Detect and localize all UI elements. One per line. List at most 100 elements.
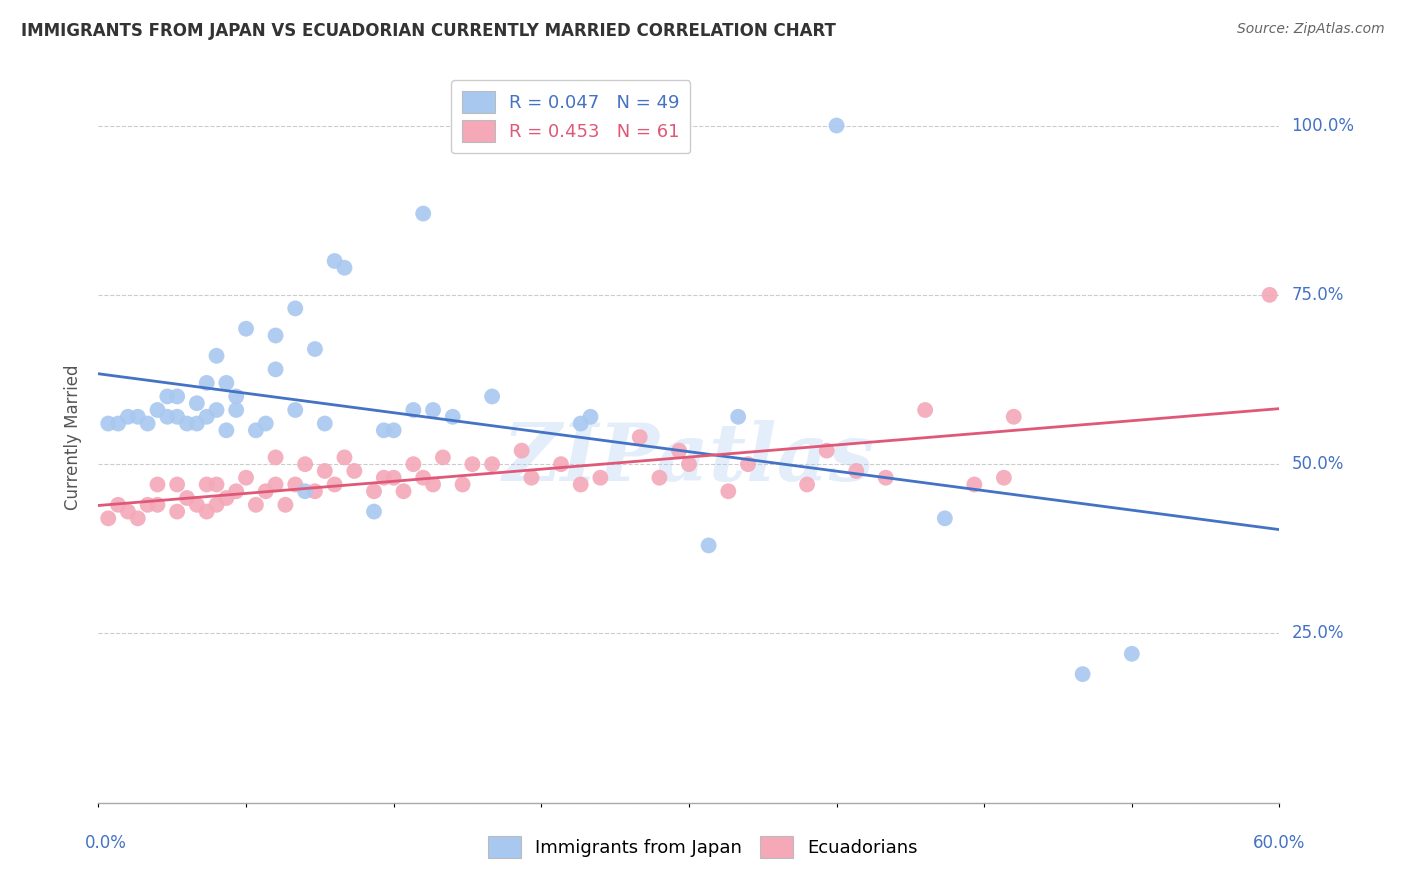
Point: [815, 443, 838, 458]
Point: [648, 471, 671, 485]
Text: 25.0%: 25.0%: [1291, 624, 1344, 642]
Point: [225, 484, 247, 499]
Point: [520, 471, 543, 485]
Point: [934, 511, 956, 525]
Point: [1002, 409, 1025, 424]
Point: [441, 409, 464, 424]
Point: [195, 376, 218, 390]
Point: [97, 417, 120, 431]
Point: [215, 423, 238, 437]
Point: [284, 301, 307, 316]
Legend: Immigrants from Japan, Ecuadorians: Immigrants from Japan, Ecuadorians: [481, 829, 925, 865]
Point: [225, 403, 247, 417]
Point: [402, 457, 425, 471]
Point: [146, 498, 169, 512]
Point: [186, 498, 208, 512]
Point: [343, 464, 366, 478]
Point: [1071, 667, 1094, 681]
Point: [97, 511, 120, 525]
Point: [127, 511, 149, 525]
Text: 75.0%: 75.0%: [1291, 285, 1344, 304]
Point: [412, 471, 434, 485]
Point: [264, 450, 287, 465]
Point: [481, 389, 503, 403]
Point: [333, 260, 356, 275]
Point: [127, 409, 149, 424]
Point: [205, 477, 228, 491]
Point: [225, 389, 247, 403]
Point: [304, 484, 326, 499]
Text: Source: ZipAtlas.com: Source: ZipAtlas.com: [1237, 22, 1385, 37]
Point: [166, 389, 188, 403]
Point: [205, 349, 228, 363]
Point: [628, 430, 651, 444]
Text: 100.0%: 100.0%: [1291, 117, 1354, 135]
Point: [363, 484, 385, 499]
Point: [176, 417, 198, 431]
Point: [717, 484, 740, 499]
Point: [195, 409, 218, 424]
Point: [117, 409, 139, 424]
Point: [274, 498, 297, 512]
Point: [796, 477, 818, 491]
Text: ZIPatlas: ZIPatlas: [503, 420, 875, 498]
Point: [323, 477, 346, 491]
Point: [392, 484, 415, 499]
Point: [461, 457, 484, 471]
Point: [186, 396, 208, 410]
Point: [402, 403, 425, 417]
Point: [284, 403, 307, 417]
Point: [294, 457, 316, 471]
Point: [146, 403, 169, 417]
Point: [333, 450, 356, 465]
Point: [373, 423, 395, 437]
Point: [382, 423, 405, 437]
Text: 60.0%: 60.0%: [1253, 834, 1306, 852]
Point: [422, 477, 444, 491]
Point: [382, 471, 405, 485]
Point: [205, 498, 228, 512]
Point: [264, 477, 287, 491]
Point: [136, 417, 159, 431]
Point: [117, 505, 139, 519]
Point: [205, 403, 228, 417]
Point: [589, 471, 612, 485]
Point: [264, 328, 287, 343]
Point: [156, 409, 179, 424]
Point: [481, 457, 503, 471]
Point: [146, 477, 169, 491]
Point: [963, 477, 986, 491]
Y-axis label: Currently Married: Currently Married: [65, 364, 83, 510]
Point: [166, 505, 188, 519]
Point: [825, 119, 848, 133]
Point: [510, 443, 533, 458]
Point: [215, 491, 238, 505]
Point: [245, 423, 267, 437]
Point: [678, 457, 700, 471]
Point: [727, 409, 749, 424]
Point: [186, 417, 208, 431]
Point: [195, 505, 218, 519]
Point: [314, 417, 336, 431]
Point: [235, 322, 257, 336]
Point: [166, 477, 188, 491]
Point: [914, 403, 936, 417]
Point: [245, 498, 267, 512]
Point: [264, 362, 287, 376]
Point: [323, 254, 346, 268]
Point: [875, 471, 897, 485]
Point: [215, 376, 238, 390]
Point: [432, 450, 454, 465]
Point: [993, 471, 1015, 485]
Point: [845, 464, 868, 478]
Point: [412, 206, 434, 220]
Point: [451, 477, 474, 491]
Point: [107, 498, 129, 512]
Point: [1258, 288, 1281, 302]
Point: [235, 471, 257, 485]
Point: [254, 484, 277, 499]
Point: [373, 471, 395, 485]
Point: [697, 538, 720, 552]
Point: [107, 417, 129, 431]
Point: [668, 443, 690, 458]
